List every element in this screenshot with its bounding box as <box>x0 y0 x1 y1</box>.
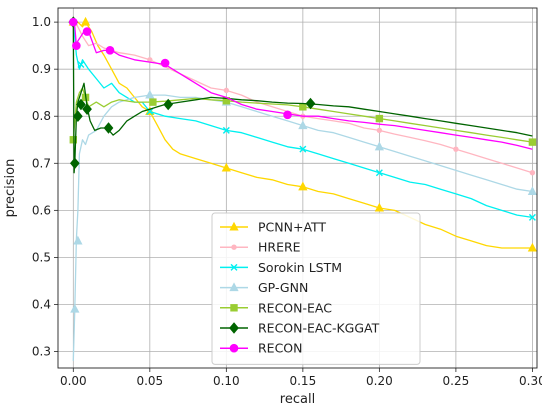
data-point <box>69 17 78 27</box>
data-point <box>145 89 155 99</box>
data-point <box>527 186 538 196</box>
data-point <box>70 303 80 313</box>
data-point <box>73 110 83 123</box>
data-point <box>80 16 91 26</box>
x-tick-label: 0.25 <box>443 374 470 388</box>
series-lines <box>68 16 538 361</box>
data-point <box>298 181 308 191</box>
legend-label: GP-GNN <box>258 280 308 295</box>
legend-item: RECON <box>220 341 303 356</box>
x-tick-label: 0.20 <box>366 374 393 388</box>
x-tick-label: 0.10 <box>213 374 240 388</box>
y-tick-label: 0.3 <box>32 345 51 359</box>
legend-item: Sorokin LSTM <box>220 260 342 275</box>
data-point <box>69 157 80 170</box>
legend-label: RECON-EAC-KGGAT <box>258 321 380 336</box>
y-tick-label: 0.6 <box>32 203 51 217</box>
data-point <box>82 27 92 36</box>
series-pcnn-att <box>68 16 538 252</box>
series-line <box>72 21 533 150</box>
data-point <box>223 87 230 94</box>
data-point <box>528 213 536 221</box>
data-point <box>76 98 86 111</box>
legend-item: HRERE <box>220 240 301 255</box>
data-point <box>375 169 383 177</box>
x-tick-label: 0.00 <box>60 374 87 388</box>
legend-box <box>211 212 421 365</box>
data-point <box>163 98 174 111</box>
series-line <box>73 21 533 249</box>
series-recon <box>69 17 533 150</box>
y-tick-label: 0.9 <box>32 62 51 76</box>
y-tick-label: 0.4 <box>32 297 51 311</box>
legend-item: RECON-EAC-KGGAT <box>220 321 380 336</box>
y-axis-label: precision <box>3 159 18 218</box>
legend-swatch-marker <box>229 343 239 353</box>
legend: PCNN+ATT HRERE Sorokin LSTM GP-GNN RECON-EAC… <box>211 212 421 365</box>
y-tick-label: 0.5 <box>32 250 51 264</box>
legend-label: Sorokin LSTM <box>258 260 342 275</box>
data-point <box>105 46 115 55</box>
data-point <box>222 126 230 134</box>
x-tick-label: 0.05 <box>136 374 163 388</box>
x-axis-label: recall <box>280 392 315 407</box>
x-tick-label: 0.30 <box>519 374 542 388</box>
legend-label: PCNN+ATT <box>258 220 326 235</box>
series-line <box>72 94 533 361</box>
legend-item: GP-GNN <box>220 280 308 295</box>
data-point <box>527 242 538 252</box>
data-point <box>376 127 383 134</box>
plot-frame <box>57 7 538 369</box>
legend-item: RECON-EAC <box>220 300 332 315</box>
data-point <box>283 110 292 120</box>
data-point <box>82 103 92 115</box>
data-point <box>299 145 307 153</box>
data-point <box>103 122 114 134</box>
data-point <box>149 98 157 106</box>
y-tick-label: 0.8 <box>32 109 51 123</box>
legend-label: RECON-EAC <box>258 300 332 315</box>
data-point <box>73 235 83 245</box>
legend-swatch-marker <box>229 221 239 231</box>
data-point <box>305 97 316 110</box>
data-point <box>299 103 307 111</box>
data-point <box>453 146 459 152</box>
data-point <box>374 202 385 212</box>
legend-swatch-marker <box>231 244 237 250</box>
y-tick-label: 0.7 <box>32 156 51 170</box>
legend-item: PCNN+ATT <box>220 220 326 235</box>
legend-swatch-marker <box>230 304 238 312</box>
series-gp-gnn <box>70 89 538 361</box>
data-point <box>375 114 384 123</box>
data-point <box>221 162 231 172</box>
x-tick-label: 0.15 <box>289 374 316 388</box>
series-line <box>72 22 533 219</box>
legend-swatch-marker <box>230 263 238 271</box>
data-point <box>374 141 385 151</box>
legend-swatch-marker <box>229 282 239 292</box>
series-recon-eac-kggat <box>68 16 533 174</box>
y-tick-label: 1.0 <box>32 15 51 29</box>
data-point <box>72 41 81 50</box>
legend-label: HRERE <box>258 240 301 255</box>
legend-swatch-marker <box>229 322 239 334</box>
data-point <box>298 120 308 130</box>
data-point <box>528 138 537 146</box>
data-point <box>529 170 536 176</box>
tick-labels: 0.00 0.05 0.10 0.15 0.20 0.25 0.30 0.3 0.4 0.5 0.6… <box>32 15 542 388</box>
data-point <box>160 58 170 68</box>
series-line <box>72 87 533 143</box>
plot-area-border <box>57 7 538 369</box>
legend-label: RECON <box>258 341 303 356</box>
data-point <box>77 60 85 68</box>
